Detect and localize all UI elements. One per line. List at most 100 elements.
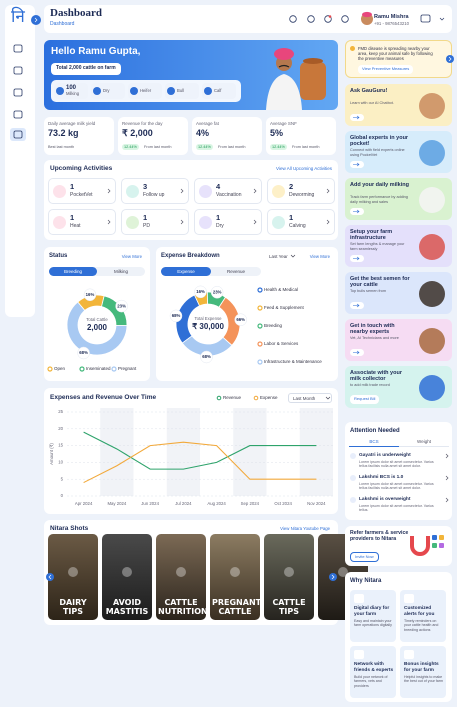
activity-count: 4: [216, 182, 221, 191]
user-phone: +91 - 9876543210: [374, 21, 410, 26]
stat: Dry: [91, 83, 125, 99]
why-text: Build your network of farmers, vets and …: [354, 675, 388, 688]
filter[interactable]: Last Year: [269, 254, 288, 259]
kpi-value: 73.2 kg: [48, 128, 79, 138]
why-title: Digital diary for your farm: [354, 606, 390, 617]
promo-card[interactable]: Get the best semen for your cattle Top bu…: [345, 272, 452, 314]
view-more-link[interactable]: View More: [309, 254, 330, 259]
tab[interactable]: Breeding: [49, 267, 97, 276]
shot-caption: PREGNANT CATTLE: [212, 598, 260, 616]
play-button: [68, 567, 78, 577]
why-icon: [354, 650, 364, 659]
activity-icon: [126, 216, 139, 229]
promo-card[interactable]: Ask GauGuru! Learn with our AI Chatbot.: [345, 84, 452, 126]
chevron: [34, 17, 38, 23]
attention-title: Gayatri is underweight: [359, 453, 411, 458]
invite-button[interactable]: Invite Now: [350, 552, 379, 562]
filter-box[interactable]: Last Month: [288, 393, 332, 403]
activity-item[interactable]: 1 PocketVet: [48, 178, 116, 204]
kpi-note: From last month: [292, 145, 320, 149]
play-button: [176, 567, 186, 577]
play-button: [284, 567, 294, 577]
why-tile: Digital diary for your farm Easy and main…: [350, 590, 396, 642]
shot-video[interactable]: AVOID MASTITIS: [102, 534, 152, 620]
promo-card[interactable]: Get in touch with nearby experts Vet, AI …: [345, 319, 452, 361]
promo-arrow[interactable]: [350, 114, 364, 121]
promo-card[interactable]: Setup your farm infrastructure Set farm l…: [345, 225, 452, 267]
why-text: Easy and maintain your farm operations d…: [354, 619, 392, 628]
tab[interactable]: Weight: [399, 439, 449, 447]
activity-item[interactable]: 1 Heat: [48, 209, 116, 235]
activities-card: Upcoming Activities View All Upcoming Act…: [44, 160, 338, 240]
stat-icon: [93, 87, 101, 95]
kpi-card: Average SNF 5% 12.44% From last month: [266, 117, 336, 155]
activity-count: 2: [289, 182, 294, 191]
section-title: Upcoming Activities: [50, 165, 113, 172]
activity-item[interactable]: 1 Dry: [194, 209, 262, 235]
promo-arrow[interactable]: [350, 302, 364, 309]
activity-count: 1: [70, 213, 75, 222]
greeting: Hello Ramu Gupta,: [51, 46, 141, 57]
activity-item[interactable]: 2 Deworming: [267, 178, 335, 204]
notice-text: FMD disease is spreading nearby your are…: [358, 46, 433, 61]
notice-link[interactable]: View Preventive Measures: [358, 65, 414, 74]
attention-icon: [350, 475, 356, 481]
why-tile: Bonus insights for your farm Helpful insi…: [400, 646, 446, 698]
stat: Bull: [165, 83, 199, 99]
stat: 100 Milking: [54, 83, 88, 99]
shot-video[interactable]: DAIRY TIPS: [48, 534, 98, 620]
kpi-change: 12.44%: [196, 144, 213, 151]
stat-label: Bull: [177, 87, 184, 93]
promo-card[interactable]: Add your daily milking Track farm perform…: [345, 178, 452, 220]
activity-item[interactable]: 3 Follow up: [121, 178, 189, 204]
activity-label: Calving: [289, 223, 306, 229]
promo-card[interactable]: Associate with your milk collector to add…: [345, 366, 452, 408]
why-title: Customized alerts for you: [404, 606, 435, 617]
view-more-link[interactable]: View More: [121, 254, 142, 259]
why-title: Bonus insights for your farm: [404, 662, 439, 673]
shot-caption: DAIRY TIPS: [59, 598, 87, 616]
kpi-note: From last month: [218, 145, 246, 149]
view-all-link[interactable]: View All Upcoming Activities: [276, 166, 332, 171]
chart-title: Expense Breakdown: [161, 253, 220, 259]
promo-text: Vet, AI Technicians and more: [350, 336, 399, 340]
promo-arrow[interactable]: [350, 349, 364, 356]
promo-button[interactable]: Request Bill: [350, 395, 380, 404]
page-title: Dashboard: [50, 7, 102, 19]
promo-arrow[interactable]: [350, 255, 364, 262]
attention-title: Lakshmi is overweight: [359, 497, 411, 502]
tab[interactable]: Expense: [161, 267, 211, 276]
youtube-link[interactable]: View Nitara Youtube Page: [280, 526, 330, 531]
why-tile: Network with friends & experts Build your…: [350, 646, 396, 698]
notice: FMD disease is spreading nearby your are…: [345, 40, 452, 78]
stat-icon: [56, 87, 64, 95]
shot-caption: AVOID MASTITIS: [105, 598, 149, 616]
tab[interactable]: Revenue: [226, 269, 245, 274]
activity-item[interactable]: 1 PD: [121, 209, 189, 235]
activity-item[interactable]: 4 Vaccination: [194, 178, 262, 204]
promo-card[interactable]: Global experts in your pocket! Connect wi…: [345, 131, 452, 173]
line-chart-card: Expenses and Revenue Over Time Last Month: [44, 388, 338, 514]
kpi-value: 5%: [270, 128, 284, 138]
promo-arrow[interactable]: [350, 208, 364, 215]
tab[interactable]: BCS: [349, 439, 399, 447]
activity-item[interactable]: 1 Calving: [267, 209, 335, 235]
tabs: Expense Revenue: [161, 267, 261, 276]
shot-video[interactable]: CATTLE TIPS: [264, 534, 314, 620]
shot-video[interactable]: PREGNANT CATTLE: [210, 534, 260, 620]
breadcrumb: Dashboard: [50, 21, 75, 27]
stat-icon: [167, 87, 175, 95]
tab[interactable]: Milking: [113, 269, 128, 274]
stats-bar: 100 Milking Dry Heifer Bull Calf: [51, 80, 241, 102]
promo-text: Top bulls semen from: [350, 289, 387, 293]
promo-arrow[interactable]: [350, 161, 364, 168]
stat-label: Dry: [103, 87, 110, 93]
kpi-label: Daily average milk yield: [48, 121, 96, 126]
promo-title: Get in touch with nearby experts: [350, 323, 395, 336]
why-title: Network with friends & experts: [354, 662, 394, 673]
kpi-label: Average fat: [196, 121, 219, 126]
shot-video[interactable]: CATTLE NUTRITION: [156, 534, 206, 620]
why-icon: [354, 594, 364, 603]
shots-card: Nitara Shots View Nitara Youtube Page DAIR…: [44, 520, 368, 625]
